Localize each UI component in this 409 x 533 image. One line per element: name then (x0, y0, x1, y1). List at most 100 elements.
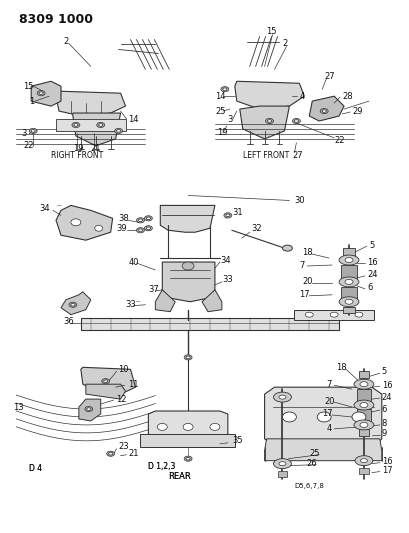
Text: 17: 17 (381, 466, 391, 475)
Ellipse shape (103, 380, 108, 383)
Ellipse shape (29, 128, 37, 133)
Bar (340, 265, 356, 279)
Ellipse shape (292, 118, 300, 124)
Bar (358, 429, 368, 436)
Text: 40: 40 (128, 257, 139, 266)
Text: 21: 21 (90, 144, 101, 154)
Text: 9: 9 (381, 430, 386, 438)
Text: 3: 3 (21, 130, 27, 139)
Ellipse shape (136, 228, 144, 233)
Text: 22: 22 (23, 141, 34, 150)
Ellipse shape (294, 120, 298, 122)
Ellipse shape (37, 91, 45, 96)
Text: 28: 28 (341, 92, 352, 101)
Text: 7: 7 (326, 379, 331, 389)
Polygon shape (140, 434, 234, 447)
Ellipse shape (329, 312, 337, 317)
Text: 5: 5 (381, 367, 386, 376)
Text: 17: 17 (321, 409, 332, 418)
Polygon shape (73, 113, 120, 146)
Ellipse shape (71, 219, 81, 226)
Text: 7: 7 (299, 261, 304, 270)
Text: 31: 31 (231, 208, 242, 217)
Text: REAR: REAR (168, 472, 191, 481)
Ellipse shape (116, 130, 120, 132)
Polygon shape (85, 384, 125, 399)
Text: 27: 27 (324, 72, 334, 81)
Text: 8309 1000: 8309 1000 (19, 13, 93, 26)
Ellipse shape (146, 217, 150, 220)
Ellipse shape (353, 400, 373, 410)
Text: 10: 10 (118, 365, 129, 374)
Ellipse shape (305, 312, 312, 317)
Text: 20: 20 (324, 397, 334, 406)
Ellipse shape (344, 257, 352, 263)
Text: 33: 33 (125, 300, 136, 309)
Ellipse shape (267, 120, 271, 122)
Text: 18: 18 (301, 248, 312, 256)
Text: D 4: D 4 (29, 464, 42, 473)
Ellipse shape (354, 456, 372, 466)
Text: D 1,2,3: D 1,2,3 (148, 462, 175, 471)
Ellipse shape (273, 392, 291, 402)
Polygon shape (202, 290, 221, 312)
Ellipse shape (319, 109, 327, 114)
Text: 4: 4 (299, 92, 304, 101)
Polygon shape (294, 310, 373, 320)
Text: 15: 15 (266, 27, 276, 36)
Polygon shape (234, 81, 303, 109)
Ellipse shape (138, 219, 142, 222)
Bar (342, 306, 354, 313)
Bar (356, 409, 370, 421)
Text: 6: 6 (381, 405, 386, 414)
Text: 38: 38 (118, 214, 129, 223)
Ellipse shape (351, 412, 365, 422)
Text: ⁀: ⁀ (56, 206, 60, 211)
Text: 37: 37 (148, 285, 159, 294)
Ellipse shape (265, 118, 273, 124)
Ellipse shape (344, 279, 352, 285)
Text: 24: 24 (381, 393, 391, 401)
Polygon shape (81, 367, 135, 394)
Text: 16: 16 (381, 381, 391, 390)
Bar (358, 467, 368, 474)
Ellipse shape (360, 459, 366, 463)
Text: 15: 15 (23, 82, 34, 91)
Ellipse shape (71, 303, 75, 306)
Ellipse shape (101, 378, 109, 384)
Polygon shape (31, 81, 61, 106)
Ellipse shape (183, 423, 193, 430)
Ellipse shape (273, 459, 291, 469)
Ellipse shape (282, 245, 292, 251)
Text: D5,6,7,8: D5,6,7,8 (294, 482, 324, 489)
Text: 3: 3 (226, 115, 231, 124)
Text: 39: 39 (116, 224, 127, 233)
Text: 36: 36 (63, 317, 74, 326)
Ellipse shape (87, 408, 90, 410)
Polygon shape (160, 205, 214, 232)
Ellipse shape (186, 356, 190, 359)
Polygon shape (264, 439, 381, 461)
Polygon shape (56, 91, 125, 116)
Polygon shape (56, 119, 125, 131)
Polygon shape (81, 318, 338, 329)
Ellipse shape (74, 124, 78, 126)
Ellipse shape (85, 407, 92, 411)
Text: 5: 5 (368, 240, 373, 249)
Polygon shape (79, 399, 101, 421)
Polygon shape (264, 387, 381, 447)
Text: 18: 18 (335, 363, 346, 372)
Ellipse shape (353, 379, 373, 389)
Ellipse shape (31, 130, 35, 132)
Ellipse shape (72, 123, 80, 127)
Ellipse shape (136, 218, 144, 223)
Polygon shape (56, 205, 112, 240)
Text: 19: 19 (73, 144, 83, 154)
Bar (356, 389, 370, 401)
Ellipse shape (39, 92, 43, 94)
Ellipse shape (317, 412, 330, 422)
Text: 17: 17 (299, 290, 309, 300)
Text: 11: 11 (128, 379, 139, 389)
Text: 19: 19 (216, 128, 227, 138)
Ellipse shape (94, 225, 102, 231)
